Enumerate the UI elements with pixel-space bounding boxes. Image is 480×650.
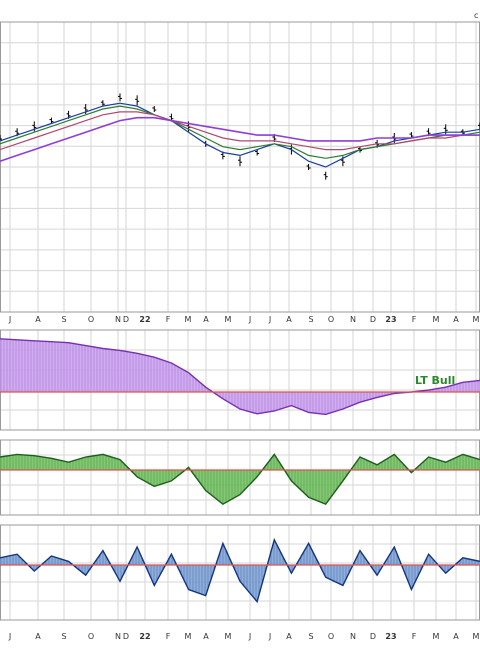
st-indicator-line bbox=[0, 537, 480, 604]
st-indicator-area bbox=[0, 539, 480, 602]
x-tick-label: 23 bbox=[385, 632, 396, 641]
x-tick-label: J bbox=[268, 315, 271, 324]
lt-indicator-area bbox=[0, 338, 480, 415]
x-tick-label: N bbox=[350, 315, 356, 324]
x-tick-label: F bbox=[166, 632, 171, 641]
moving-average-line-4 bbox=[0, 116, 480, 162]
x-tick-label: A bbox=[453, 315, 459, 324]
x-tick-label: 23 bbox=[385, 315, 396, 324]
x-tick-label: J bbox=[248, 315, 251, 324]
x-tick-label: S bbox=[308, 632, 313, 641]
x-tick-label: J bbox=[268, 632, 271, 641]
x-tick-label: M bbox=[433, 632, 440, 641]
x-tick-label: S bbox=[308, 315, 313, 324]
mt-indicator-line bbox=[0, 453, 480, 506]
x-tick-label: D bbox=[370, 315, 376, 324]
x-tick-label: O bbox=[328, 632, 334, 641]
x-tick-label: A bbox=[453, 632, 459, 641]
lt-bull-annotation: LT Bull bbox=[415, 374, 455, 387]
x-tick-label: F bbox=[412, 632, 417, 641]
lt-indicator-hatch bbox=[0, 338, 479, 415]
x-tick-label: O bbox=[328, 315, 334, 324]
x-tick-label: M bbox=[473, 315, 480, 324]
x-tick-label: M bbox=[433, 315, 440, 324]
x-tick-label: M bbox=[185, 632, 192, 641]
x-tick-label: F bbox=[412, 315, 417, 324]
x-tick-label: A bbox=[203, 632, 209, 641]
corner-label: c bbox=[474, 11, 478, 20]
moving-average-line-3 bbox=[0, 111, 480, 151]
x-tick-label: D bbox=[123, 315, 129, 324]
grid-lines bbox=[0, 21, 480, 621]
x-tick-label: J bbox=[8, 632, 11, 641]
x-tick-label: N bbox=[115, 632, 121, 641]
x-tick-label: D bbox=[370, 632, 376, 641]
lt-indicator-line bbox=[0, 338, 480, 416]
x-tick-label: M bbox=[225, 315, 232, 324]
x-tick-label: O bbox=[88, 632, 94, 641]
x-tick-label: S bbox=[61, 315, 66, 324]
x-tick-label: J bbox=[8, 315, 11, 324]
x-tick-label: N bbox=[350, 632, 356, 641]
x-tick-label: F bbox=[166, 315, 171, 324]
x-tick-label: D bbox=[123, 632, 129, 641]
x-tick-label: J bbox=[248, 632, 251, 641]
x-tick-label: M bbox=[185, 315, 192, 324]
x-tick-label: M bbox=[225, 632, 232, 641]
moving-average-line-1 bbox=[0, 102, 480, 168]
x-tick-label: A bbox=[286, 315, 292, 324]
x-tick-label: 22 bbox=[139, 632, 150, 641]
x-tick-label: A bbox=[203, 315, 209, 324]
x-tick-label: A bbox=[35, 632, 41, 641]
x-tick-label: N bbox=[115, 315, 121, 324]
x-tick-label: A bbox=[35, 315, 41, 324]
mt-indicator-hatch bbox=[0, 454, 479, 505]
x-tick-label: S bbox=[61, 632, 66, 641]
x-tick-label: O bbox=[88, 315, 94, 324]
x-tick-label: 22 bbox=[139, 315, 150, 324]
x-tick-label: A bbox=[286, 632, 292, 641]
x-tick-label: M bbox=[473, 632, 480, 641]
mt-indicator-area bbox=[0, 454, 480, 505]
